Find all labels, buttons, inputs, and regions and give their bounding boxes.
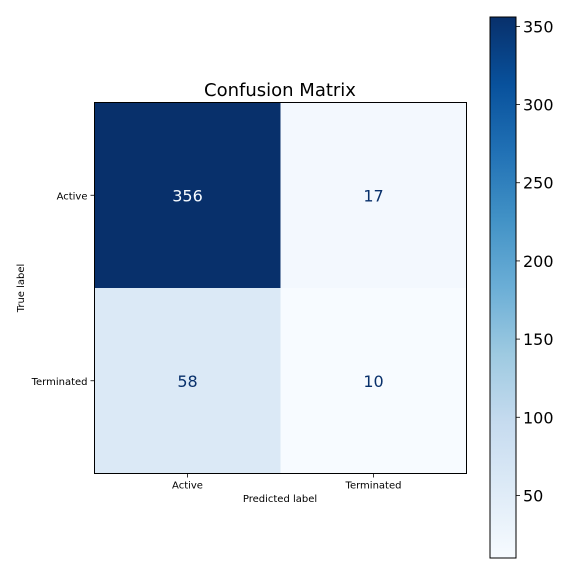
colorbar-tick-label: 250 <box>523 174 554 193</box>
cell-value-label: 356 <box>172 186 203 205</box>
colorbar-ticks: 50 100 150 200 250 300 350 <box>516 17 554 505</box>
colorbar-tick-label: 350 <box>523 17 554 36</box>
colorbar-tick-label: 150 <box>523 330 554 349</box>
x-axis-label: Predicted label <box>243 494 317 505</box>
colorbar-tick-label: 200 <box>523 252 554 271</box>
x-tick-label: Terminated <box>345 481 402 492</box>
colorbar <box>490 17 516 558</box>
cell-value-label: 17 <box>363 186 383 205</box>
matrix-cell-1-1 <box>280 288 467 474</box>
y-tick-label: Active <box>57 191 88 202</box>
colorbar-frame <box>489 16 517 559</box>
y-tick-label: Terminated <box>31 377 88 388</box>
matrix-cell-labels: 356 17 58 10 <box>172 186 383 391</box>
plot-frame <box>94 102 467 474</box>
y-axis-ticks: Active Terminated <box>31 191 95 388</box>
x-axis-ticks: Active Terminated <box>172 473 402 492</box>
matrix-cell-0-0 <box>94 102 281 288</box>
y-axis-label: True label <box>16 264 27 314</box>
colorbar-tick-label: 300 <box>523 96 554 115</box>
cell-value-label: 10 <box>363 372 383 391</box>
cell-value-label: 58 <box>177 372 197 391</box>
matrix-cell-0-1 <box>280 102 467 288</box>
matrix-cell-1-0 <box>94 288 281 474</box>
colorbar-tick-label: 100 <box>523 408 554 427</box>
chart-title: Confusion Matrix <box>204 80 356 101</box>
x-tick-label: Active <box>172 481 203 492</box>
colorbar-tick-label: 50 <box>523 486 543 505</box>
matrix-cells <box>94 102 467 474</box>
